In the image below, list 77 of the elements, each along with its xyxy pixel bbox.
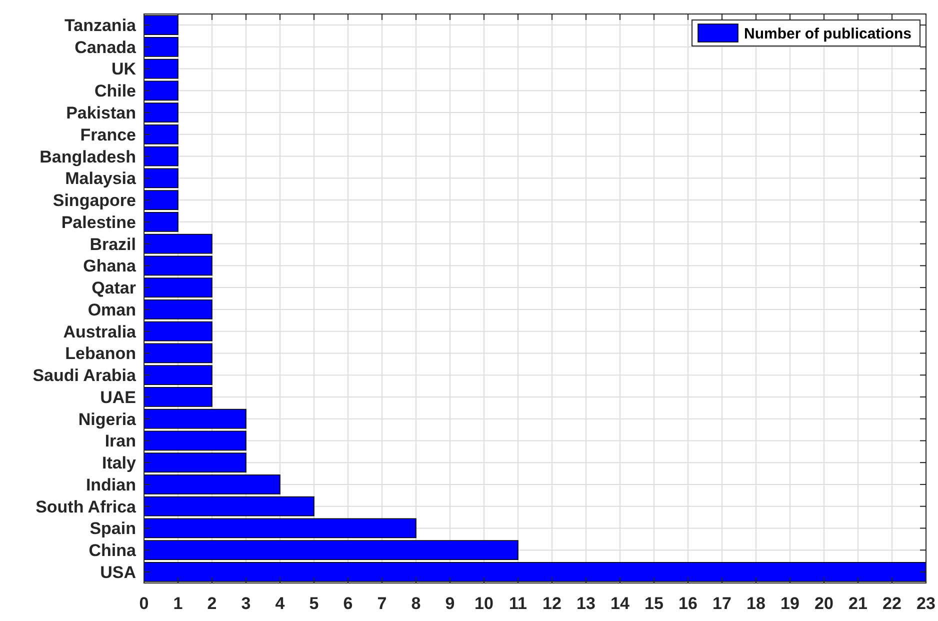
x-tick-label: 0 [139, 594, 149, 613]
y-tick-label: Canada [74, 38, 137, 57]
y-tick-label: UAE [100, 388, 136, 407]
y-tick-label: Tanzania [64, 16, 137, 35]
y-tick-label: Bangladesh [40, 147, 136, 166]
y-tick-label: Malaysia [65, 169, 137, 188]
x-tick-label: 12 [542, 594, 562, 613]
bar [144, 387, 212, 407]
bar [144, 190, 178, 210]
x-tick-label: 20 [814, 594, 834, 613]
y-tick-label: Nigeria [78, 410, 137, 429]
bar [144, 430, 246, 451]
y-tick-label: China [88, 541, 137, 560]
y-tick-label: Pakistan [66, 104, 136, 122]
x-tick-label: 15 [644, 594, 664, 613]
x-tick-label: 18 [746, 594, 766, 613]
bar [144, 343, 212, 364]
x-tick-label: 7 [377, 594, 387, 613]
y-tick-label: UK [111, 60, 137, 79]
bar [144, 146, 178, 166]
x-tick-label: 8 [411, 594, 421, 613]
y-tick-label: Saudi Arabia [32, 366, 137, 386]
legend-label: Number of publications [744, 25, 912, 42]
bar [144, 37, 178, 57]
x-tick-label: 4 [275, 594, 286, 613]
x-tick-label: 14 [610, 594, 630, 613]
bar [144, 496, 314, 516]
x-tick-label: 1 [173, 594, 183, 613]
bar [144, 212, 178, 232]
x-tick-label: 5 [309, 594, 319, 613]
bar [144, 300, 212, 320]
x-tick-label: 17 [712, 594, 732, 613]
y-tick-label: Australia [63, 322, 137, 342]
y-tick-label: Iran [104, 432, 136, 451]
x-tick-label: 22 [882, 594, 902, 613]
x-tick-label: 6 [343, 594, 353, 613]
x-tick-label: 21 [848, 594, 868, 613]
y-tick-label: Palestine [61, 212, 136, 232]
bar [144, 365, 212, 385]
x-tick-label: 2 [207, 594, 217, 613]
bar [144, 408, 246, 429]
y-tick-label: Oman [88, 300, 136, 320]
y-tick-label: Ghana [83, 256, 137, 276]
y-tick-label: Indian [86, 475, 136, 494]
bar [144, 321, 212, 342]
bar [144, 58, 178, 79]
y-tick-label: France [80, 125, 136, 144]
y-tick-label: Chile [94, 82, 136, 101]
bar [144, 15, 178, 35]
x-tick-label: 10 [474, 594, 494, 613]
bar [144, 124, 178, 144]
bar [144, 474, 280, 494]
y-tick-label: Lebanon [65, 344, 136, 364]
bar [144, 80, 178, 101]
x-tick-label: 9 [445, 594, 455, 613]
bar [144, 256, 212, 276]
bar [144, 168, 178, 188]
bar [144, 102, 178, 122]
x-tick-label: 16 [678, 594, 698, 613]
bar [144, 278, 212, 298]
y-tick-label: Brazil [90, 234, 136, 254]
y-tick-label: Qatar [92, 278, 136, 298]
y-tick-label: Singapore [52, 191, 136, 210]
x-tick-label: 11 [509, 594, 527, 613]
bar [144, 234, 212, 254]
x-tick-label: 23 [916, 594, 936, 613]
y-tick-label: USA [100, 562, 136, 582]
x-tick-label: 3 [241, 594, 251, 613]
bar [144, 562, 926, 582]
x-tick-label: 19 [780, 594, 800, 613]
bar [144, 540, 518, 560]
y-tick-label: South Africa [36, 497, 137, 516]
bar [144, 452, 246, 472]
x-tick-label: 13 [576, 594, 596, 613]
y-tick-label: Italy [102, 454, 137, 473]
y-tick-label: Spain [90, 519, 136, 538]
bar [144, 518, 416, 538]
